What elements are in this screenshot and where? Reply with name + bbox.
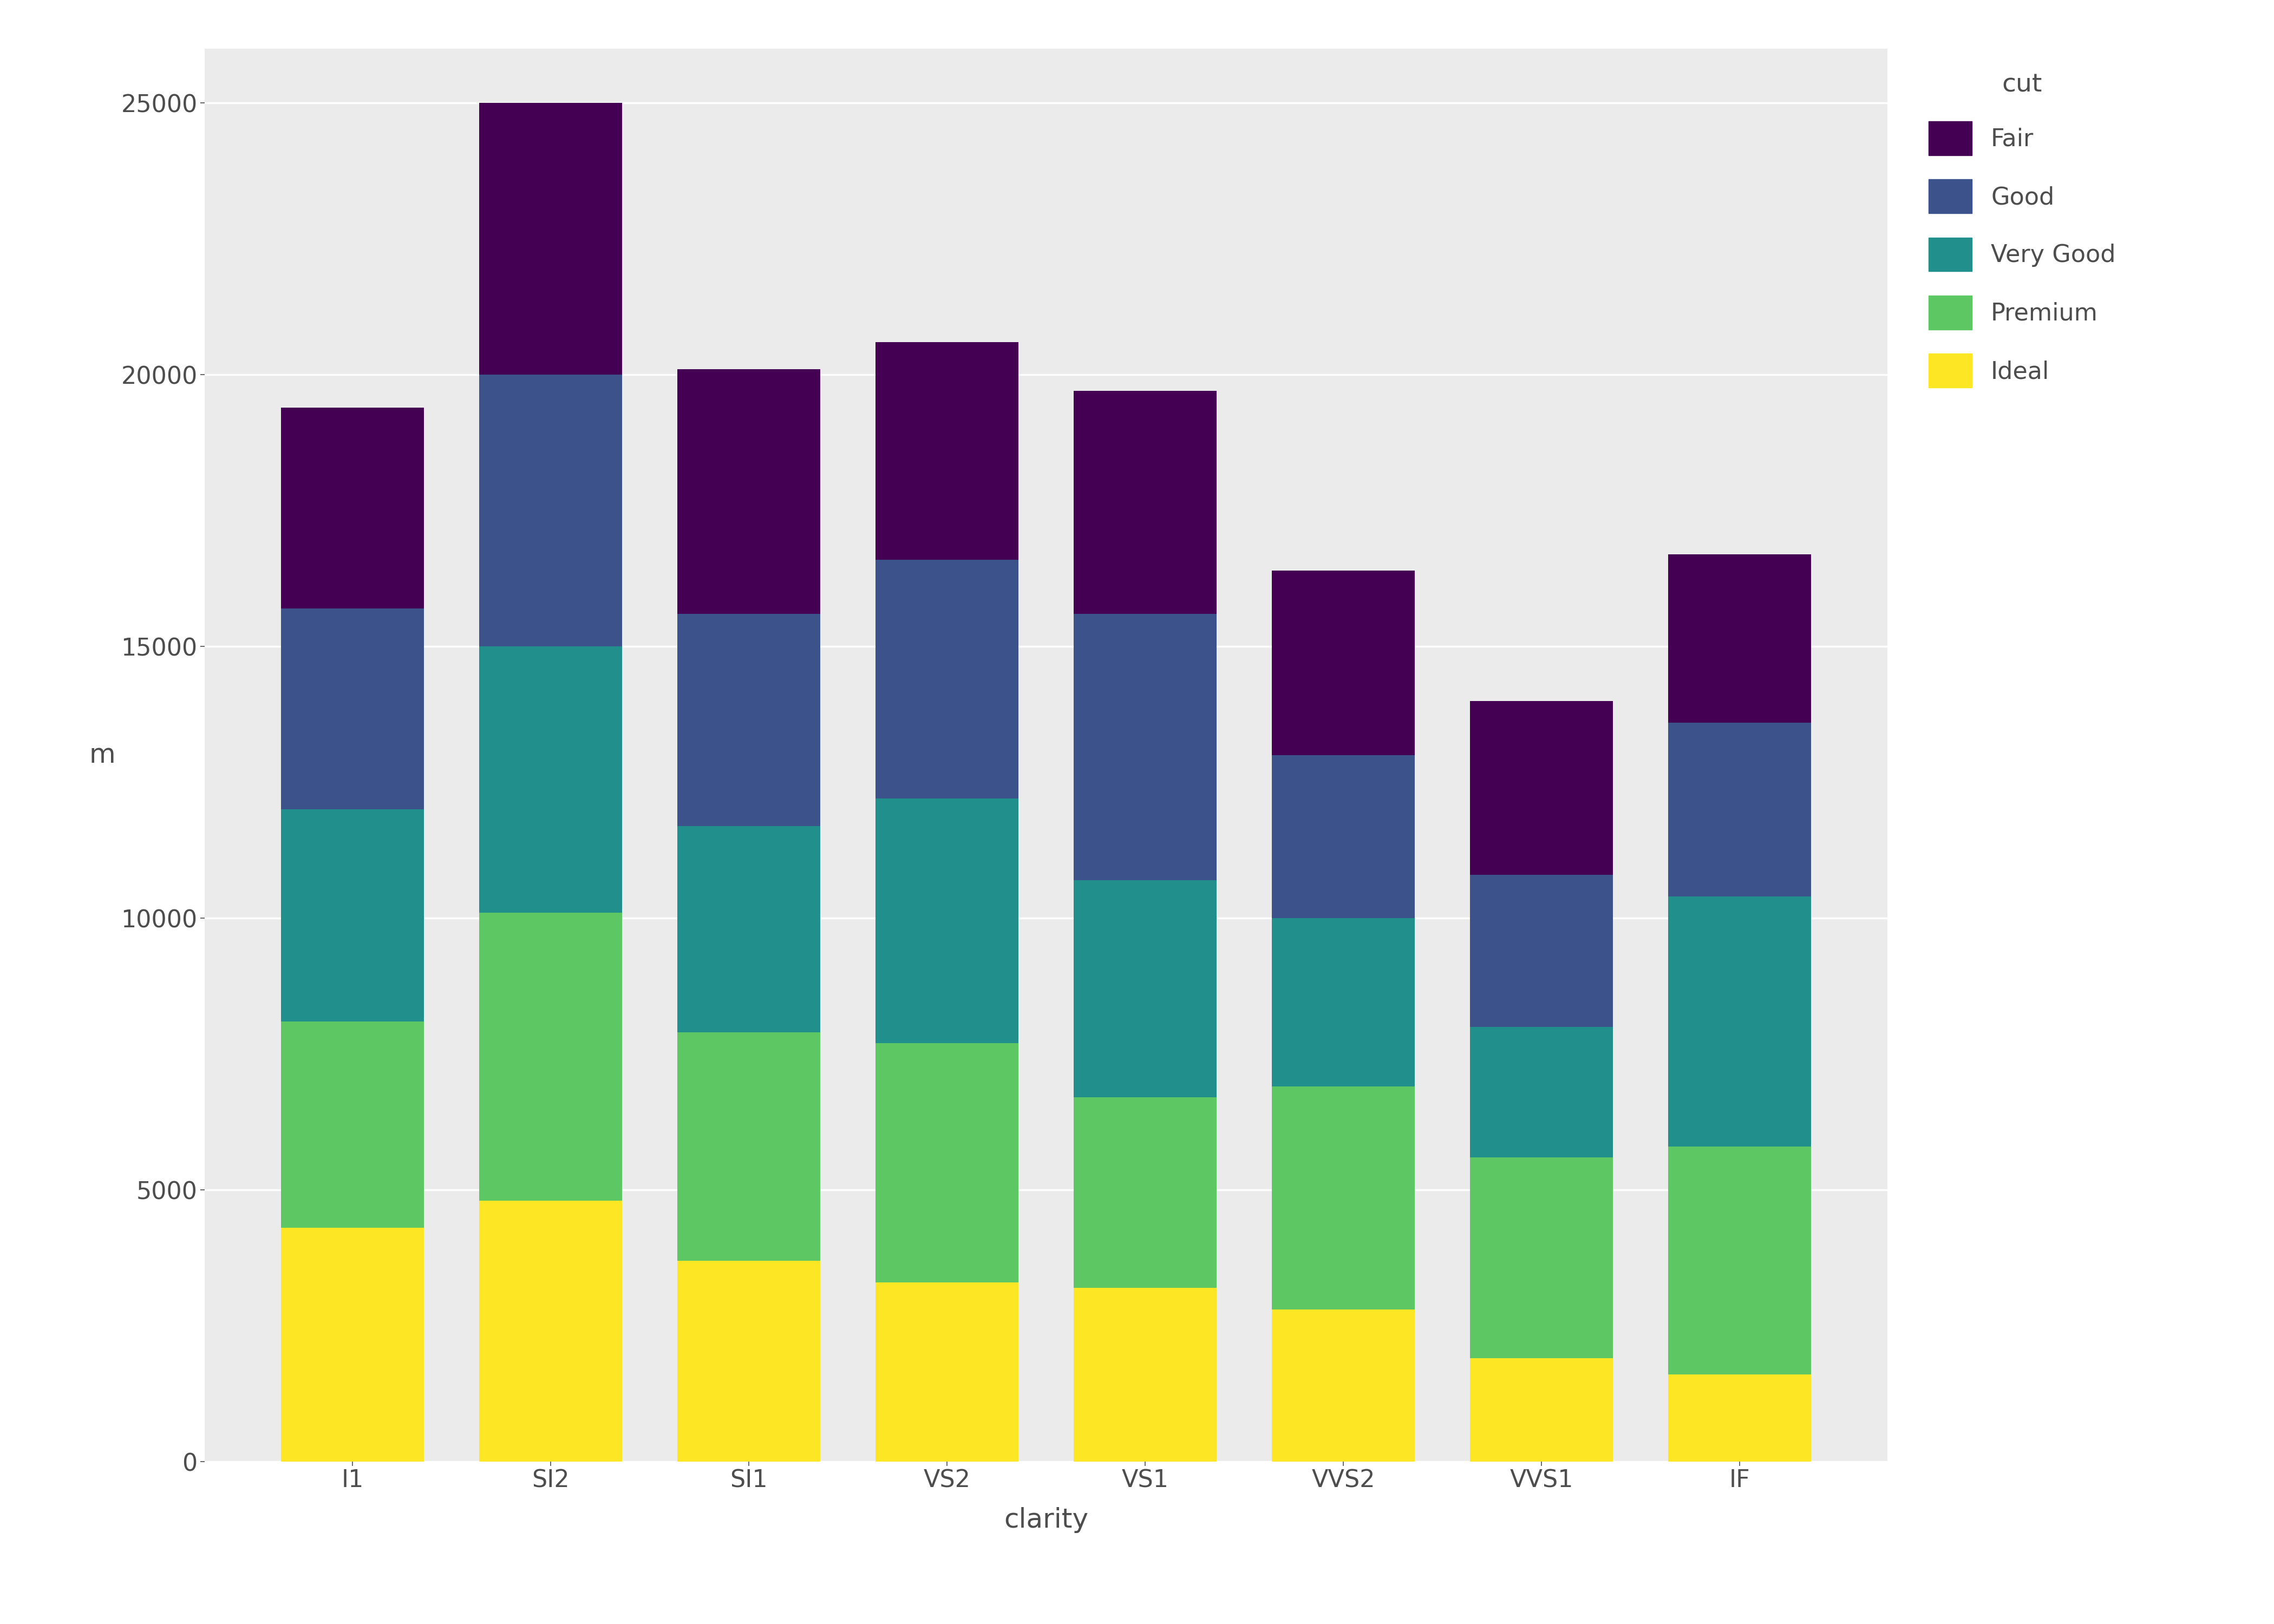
Bar: [1469, 1158, 1612, 1358]
Bar: [480, 913, 623, 1200]
Bar: [678, 825, 821, 1033]
Bar: [875, 799, 1019, 1043]
Bar: [1469, 875, 1612, 1026]
Bar: [282, 809, 423, 1021]
Bar: [1073, 1098, 1217, 1288]
Bar: [1669, 723, 1810, 896]
Bar: [678, 614, 821, 825]
Bar: [1669, 1374, 1810, 1462]
Legend: Fair, Good, Very Good, Premium, Ideal: Fair, Good, Very Good, Premium, Ideal: [1917, 60, 2128, 400]
Bar: [875, 1283, 1019, 1462]
Bar: [1469, 1026, 1612, 1158]
Y-axis label: m: m: [89, 742, 116, 768]
Bar: [282, 609, 423, 809]
Bar: [875, 1043, 1019, 1283]
X-axis label: clarity: clarity: [1003, 1507, 1089, 1533]
Bar: [1669, 896, 1810, 1147]
Bar: [678, 1260, 821, 1462]
Bar: [1073, 1288, 1217, 1462]
Bar: [480, 1200, 623, 1462]
Bar: [1669, 554, 1810, 723]
Bar: [875, 343, 1019, 560]
Bar: [1271, 1309, 1414, 1462]
Bar: [875, 560, 1019, 799]
Bar: [1271, 918, 1414, 1086]
Bar: [282, 408, 423, 609]
Bar: [1073, 880, 1217, 1098]
Bar: [480, 102, 623, 375]
Bar: [1271, 1086, 1414, 1309]
Bar: [1073, 614, 1217, 880]
Bar: [480, 375, 623, 646]
Bar: [1073, 391, 1217, 614]
Bar: [1469, 1358, 1612, 1462]
Bar: [282, 1021, 423, 1228]
Bar: [678, 1033, 821, 1260]
Bar: [1271, 755, 1414, 918]
Bar: [678, 369, 821, 614]
Bar: [1271, 570, 1414, 755]
Bar: [1669, 1147, 1810, 1374]
Bar: [1469, 702, 1612, 875]
Bar: [282, 1228, 423, 1462]
Bar: [480, 646, 623, 913]
